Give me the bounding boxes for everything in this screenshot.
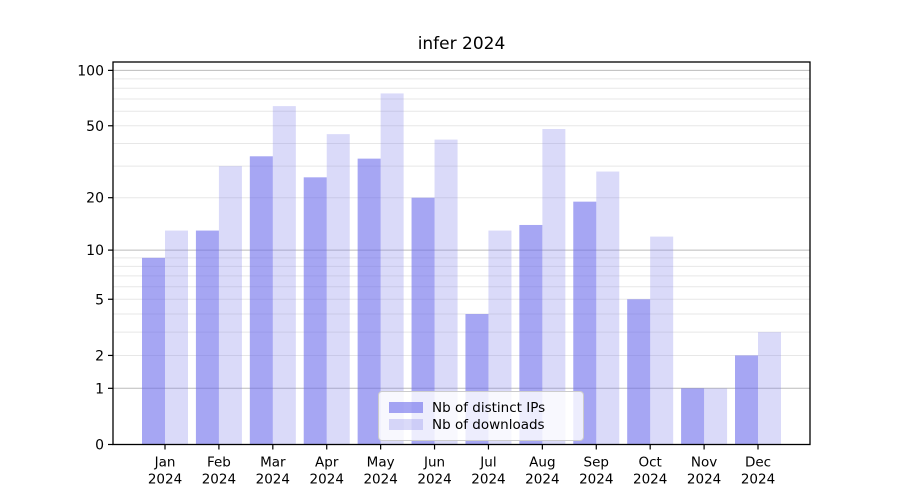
- x-tick-label: Mar 2024: [256, 455, 290, 488]
- bar-downloads-oct: [650, 236, 674, 445]
- bar-distinct-ips-nov: [681, 388, 705, 445]
- bar-downloads-nov: [704, 388, 728, 445]
- bar-downloads-feb: [218, 166, 242, 445]
- bar-downloads-dec: [758, 332, 781, 445]
- x-tick-label: Jun 2024: [417, 455, 451, 488]
- y-tick-label: 2: [95, 348, 104, 364]
- y-tick-label: 50: [86, 119, 104, 135]
- x-tick-label: May 2024: [363, 455, 397, 488]
- y-tick-label: 10: [86, 243, 104, 259]
- x-tick-label: Aug 2024: [525, 455, 559, 488]
- x-tick-label: Nov 2024: [687, 455, 721, 488]
- bar-distinct-ips-jan: [142, 257, 165, 445]
- bar-downloads-jan: [165, 230, 188, 445]
- bar-downloads-jun: [434, 139, 458, 445]
- y-tick-label: 5: [95, 292, 104, 308]
- bar-distinct-ips-feb: [195, 230, 219, 445]
- bar-distinct-ips-mar: [249, 156, 273, 445]
- x-tick-label: Apr 2024: [310, 455, 344, 488]
- bar-distinct-ips-jun: [411, 197, 435, 445]
- bar-downloads-sep: [596, 171, 620, 445]
- legend-item-distinct-ips: Nb of distinct IPs: [389, 399, 573, 416]
- bar-distinct-ips-oct: [627, 299, 651, 445]
- legend-label-downloads: Nb of downloads: [432, 416, 545, 433]
- y-tick-label: 20: [86, 191, 104, 207]
- x-tick-label: Feb 2024: [202, 455, 236, 488]
- bar-downloads-apr: [326, 134, 350, 445]
- bar-downloads-mar: [272, 106, 296, 445]
- bar-downloads-aug: [542, 129, 566, 445]
- y-tick-label: 100: [77, 63, 104, 79]
- plot-border: [112, 61, 811, 446]
- legend-item-downloads: Nb of downloads: [389, 416, 573, 433]
- bar-distinct-ips-dec: [735, 355, 758, 445]
- bar-distinct-ips-may: [357, 158, 381, 445]
- x-tick-label: Sep 2024: [579, 455, 613, 488]
- x-tick-label: Jul 2024: [471, 455, 505, 488]
- x-tick-label: Oct 2024: [633, 455, 667, 488]
- bar-distinct-ips-sep: [573, 201, 597, 445]
- legend: Nb of distinct IPs Nb of downloads: [378, 391, 584, 441]
- bar-distinct-ips-apr: [303, 177, 327, 445]
- bar-distinct-ips-aug: [519, 224, 543, 445]
- y-tick-label: 0: [95, 438, 104, 454]
- legend-swatch-downloads: [389, 419, 423, 430]
- legend-label-distinct-ips: Nb of distinct IPs: [432, 399, 546, 416]
- bar-downloads-may: [380, 93, 404, 445]
- legend-swatch-distinct-ips: [389, 402, 423, 413]
- x-tick-label: Dec 2024: [741, 455, 775, 488]
- x-tick-label: Jan 2024: [148, 455, 182, 488]
- chart-title: infer 2024: [417, 34, 506, 54]
- y-tick-label: 1: [95, 381, 104, 397]
